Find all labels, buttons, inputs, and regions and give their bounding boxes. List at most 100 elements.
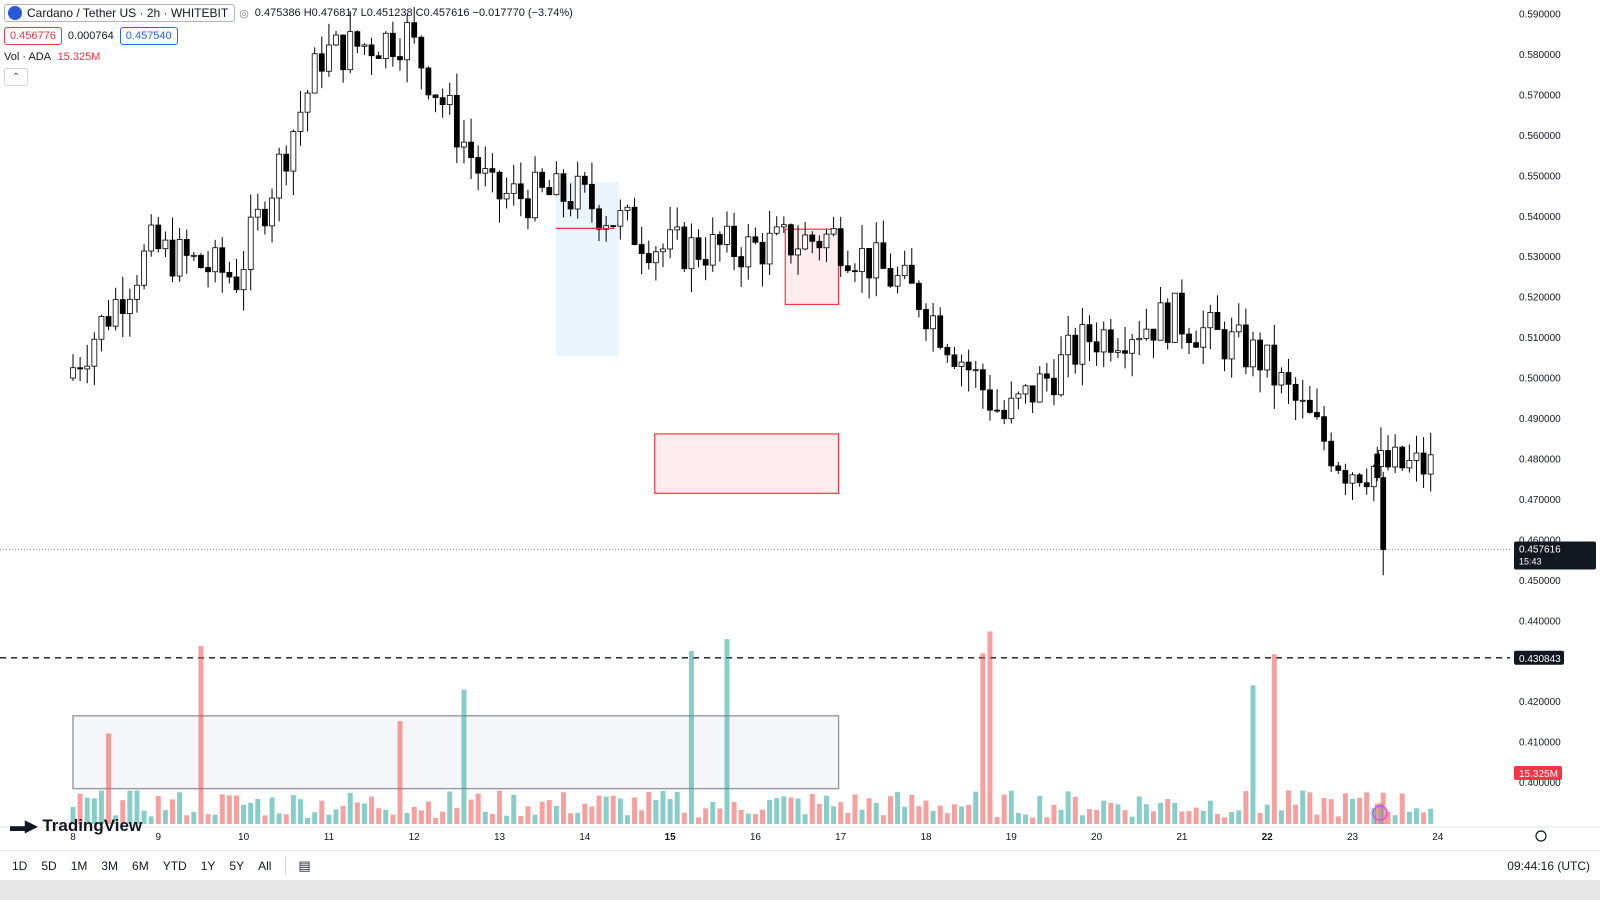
candle[interactable]	[368, 44, 375, 57]
candle[interactable]	[660, 248, 666, 253]
candle[interactable]	[1207, 312, 1214, 329]
candle[interactable]	[375, 55, 382, 60]
candle[interactable]	[617, 210, 624, 227]
candle[interactable]	[560, 173, 567, 202]
candle[interactable]	[1264, 344, 1271, 371]
ask-price[interactable]: 0.457540	[119, 27, 178, 45]
candle[interactable]	[517, 183, 524, 200]
candle[interactable]	[1321, 416, 1327, 442]
candle[interactable]	[404, 22, 410, 61]
candle[interactable]	[759, 241, 766, 265]
candle[interactable]	[1380, 477, 1387, 550]
candle[interactable]	[880, 242, 887, 269]
candle[interactable]	[1058, 354, 1064, 396]
candle[interactable]	[1214, 312, 1221, 330]
candle[interactable]	[780, 224, 787, 228]
volume-highlight-zone[interactable]	[72, 715, 840, 790]
candle[interactable]	[809, 234, 816, 242]
candle[interactable]	[1374, 453, 1381, 478]
candle[interactable]	[1065, 334, 1072, 356]
range-5y-button[interactable]: 5Y	[229, 859, 245, 873]
candle[interactable]	[1115, 350, 1121, 353]
candle[interactable]	[155, 224, 162, 250]
calendar-icon[interactable]: ▤	[298, 858, 311, 873]
candle[interactable]	[603, 225, 610, 230]
candle[interactable]	[532, 171, 538, 219]
candle[interactable]	[105, 316, 112, 327]
candle[interactable]	[574, 175, 581, 210]
candle[interactable]	[667, 229, 673, 250]
candle[interactable]	[681, 226, 688, 270]
candle[interactable]	[901, 264, 908, 277]
range-3m-button[interactable]: 3M	[101, 859, 119, 873]
candle[interactable]	[887, 268, 894, 287]
candle[interactable]	[1150, 328, 1157, 341]
candle[interactable]	[1399, 446, 1406, 469]
candle[interactable]	[965, 361, 972, 371]
candle[interactable]	[1022, 385, 1029, 395]
candle[interactable]	[468, 141, 474, 158]
candle[interactable]	[1136, 338, 1143, 341]
candle[interactable]	[340, 34, 347, 71]
candle[interactable]	[389, 32, 396, 57]
candle[interactable]	[503, 192, 510, 200]
candle[interactable]	[652, 251, 659, 264]
candle[interactable]	[91, 338, 98, 367]
candle[interactable]	[1406, 459, 1413, 469]
candle[interactable]	[1129, 339, 1136, 354]
candle[interactable]	[1314, 412, 1320, 418]
candle[interactable]	[731, 225, 737, 257]
candle[interactable]	[432, 94, 439, 99]
candle[interactable]	[951, 354, 958, 367]
candle[interactable]	[1008, 397, 1015, 420]
candle[interactable]	[688, 237, 695, 270]
candle[interactable]	[1093, 341, 1100, 353]
candle[interactable]	[979, 369, 986, 391]
candle[interactable]	[1029, 385, 1036, 403]
candle[interactable]	[873, 242, 880, 279]
bid-price[interactable]: 0.456776	[4, 27, 62, 45]
candle[interactable]	[1285, 372, 1292, 385]
candle[interactable]	[333, 34, 339, 46]
candle[interactable]	[1271, 344, 1278, 386]
candle[interactable]	[361, 44, 368, 47]
candle[interactable]	[304, 92, 311, 113]
candle[interactable]	[716, 234, 723, 245]
candle[interactable]	[823, 233, 830, 249]
candle[interactable]	[610, 225, 617, 228]
candle[interactable]	[1335, 465, 1342, 471]
range-1d-button[interactable]: 1D	[12, 859, 28, 873]
candle[interactable]	[994, 409, 1000, 412]
candle[interactable]	[311, 53, 318, 94]
candle[interactable]	[1250, 339, 1256, 368]
candle[interactable]	[1072, 334, 1079, 365]
candle[interactable]	[1107, 329, 1114, 353]
candle[interactable]	[958, 361, 965, 367]
candle[interactable]	[510, 183, 517, 194]
candle[interactable]	[1200, 327, 1207, 348]
candle[interactable]	[1328, 440, 1335, 467]
candle[interactable]	[1043, 373, 1050, 379]
candle[interactable]	[631, 206, 638, 245]
candle[interactable]	[233, 276, 240, 291]
symbol-selector[interactable]: Cardano / Tether US · 2h · WHITEBIT	[4, 4, 236, 22]
candle[interactable]	[972, 369, 979, 372]
candle[interactable]	[724, 225, 730, 245]
range-5d-button[interactable]: 5D	[41, 859, 57, 873]
candle[interactable]	[162, 239, 169, 250]
candle[interactable]	[1392, 446, 1399, 468]
candle[interactable]	[1228, 331, 1235, 360]
candle[interactable]	[1001, 409, 1008, 420]
candle[interactable]	[98, 316, 105, 340]
candle[interactable]	[1413, 452, 1420, 461]
candle[interactable]	[176, 239, 183, 277]
candle[interactable]	[638, 244, 645, 254]
candle[interactable]	[553, 173, 560, 196]
candle[interactable]	[539, 171, 546, 188]
candle[interactable]	[1356, 474, 1363, 484]
candle[interactable]	[1122, 350, 1128, 354]
candle[interactable]	[702, 259, 709, 266]
candle[interactable]	[453, 95, 460, 148]
candle[interactable]	[496, 171, 503, 200]
range-ytd-button[interactable]: YTD	[162, 859, 187, 873]
